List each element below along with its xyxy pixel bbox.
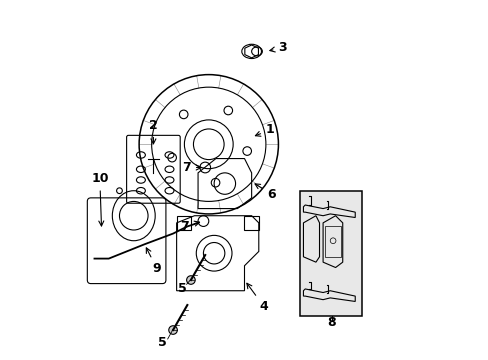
- Circle shape: [168, 326, 177, 334]
- Text: 2: 2: [149, 119, 158, 144]
- Text: 7: 7: [182, 161, 201, 174]
- Circle shape: [186, 276, 195, 284]
- Text: 6: 6: [255, 184, 276, 201]
- Text: 10: 10: [91, 172, 108, 226]
- Text: 1: 1: [255, 123, 274, 136]
- Bar: [176, 216, 190, 230]
- Bar: [244, 216, 258, 230]
- Text: 8: 8: [327, 316, 336, 329]
- Bar: [324, 226, 340, 257]
- Text: 9: 9: [146, 248, 161, 275]
- Text: 4: 4: [246, 283, 268, 313]
- Bar: [299, 191, 362, 316]
- Text: 3: 3: [269, 41, 286, 54]
- Text: 5: 5: [158, 336, 166, 349]
- Text: 7: 7: [180, 220, 199, 233]
- Text: 5: 5: [177, 283, 186, 296]
